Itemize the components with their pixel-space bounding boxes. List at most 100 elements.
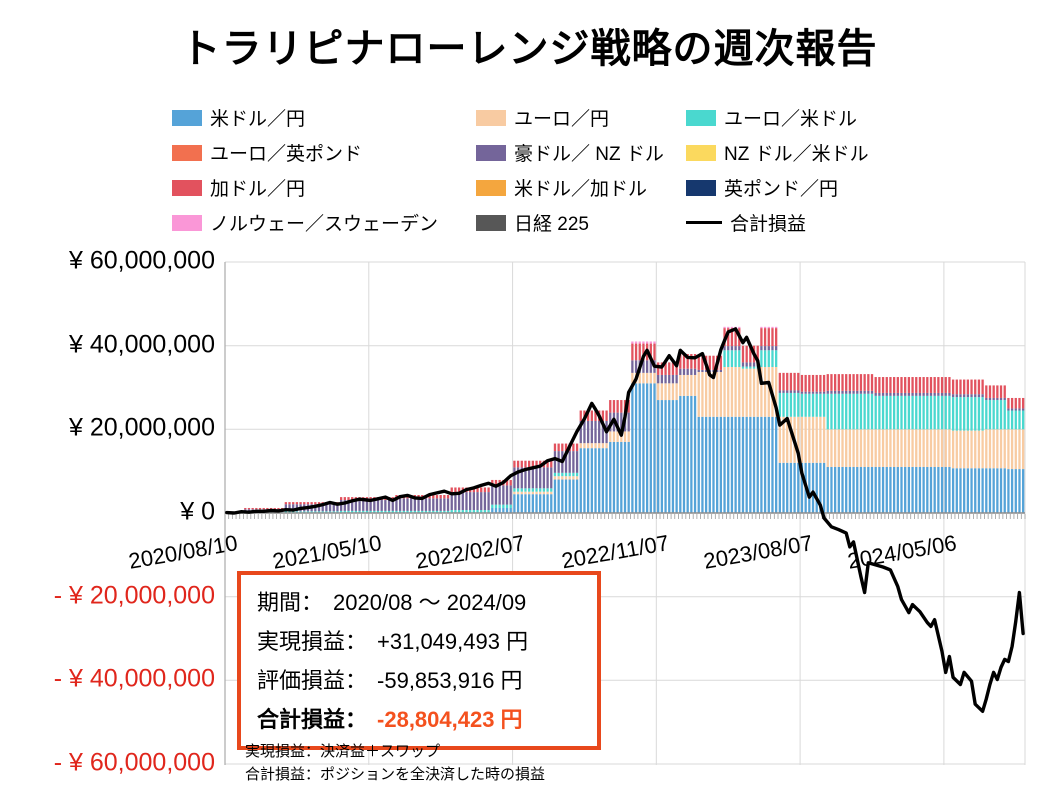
bar-segment-eur_jpy <box>730 367 734 417</box>
bar-segment-cad_jpy <box>675 362 678 375</box>
bar-segment-cad_jpy <box>756 345 759 363</box>
bar-segment-cad_jpy <box>778 372 781 391</box>
bar-segment-eur_jpy <box>579 443 582 449</box>
bar-segment-aud_nzd <box>918 392 922 396</box>
bar-segment-eur_usd <box>881 395 885 430</box>
bar-segment-usd_jpy <box>564 479 568 513</box>
bar-segment-cad_jpy <box>727 328 730 347</box>
bar-segment-usd_jpy <box>881 466 885 513</box>
bar-segment-eur_usd <box>546 488 549 492</box>
bar-segment-eur_jpy <box>881 429 885 467</box>
bar-segment-eur_usd <box>351 510 354 513</box>
bar-segment-eur_usd <box>760 350 763 367</box>
bar-segment-usd_jpy <box>815 462 818 513</box>
bar-segment-aud_nzd <box>859 390 863 394</box>
bar-segment-usd_jpy <box>513 494 516 514</box>
bar-segment-cad_jpy <box>627 400 630 413</box>
bar-segment-usd_jpy <box>716 416 719 513</box>
y-axis-tick-label: ¥ 20,000,000 <box>69 413 215 442</box>
bar-segment-cad_jpy <box>819 374 822 392</box>
bar-segment-usd_jpy <box>1007 469 1010 513</box>
bar-segment-aud_nzd <box>539 467 542 489</box>
bar-segment-cad_jpy <box>985 385 988 398</box>
bar-segment-aud_nzd <box>999 397 1003 401</box>
bar-segment-usd_jpy <box>502 507 505 513</box>
bar-segment-eur_jpy <box>863 429 866 467</box>
bar-segment-aud_nzd <box>826 390 829 394</box>
bar-segment-cad_jpy <box>837 374 840 391</box>
bar-segment-eur_usd <box>963 397 966 431</box>
bar-segment-cad_jpy <box>708 355 711 370</box>
bar-segment-eur_jpy <box>833 429 837 467</box>
bar-segment-aud_nzd <box>793 390 796 393</box>
bar-segment-eur_usd <box>752 366 756 369</box>
bar-segment-usd_jpy <box>999 468 1003 513</box>
bar-segment-cad_jpy <box>959 379 962 395</box>
legend-label: ユーロ／円 <box>514 109 610 130</box>
bar-segment-aud_nzd <box>915 392 918 396</box>
bar-segment-aud_nzd <box>988 397 992 401</box>
bar-segment-usd_jpy <box>583 448 586 513</box>
bar-segment-aud_nzd <box>292 504 295 512</box>
bar-segment-eur_jpy <box>601 443 605 449</box>
bar-segment-usd_jpy <box>896 466 899 513</box>
bar-segment-cad_jpy <box>446 495 450 499</box>
bar-segment-usd_jpy <box>586 448 590 513</box>
bar-segment-eur_usd <box>339 510 343 513</box>
bar-segment-eur_jpy <box>996 429 999 469</box>
bar-segment-aud_nzd <box>745 362 748 367</box>
bar-segment-eur_usd <box>553 472 557 477</box>
bar-segment-aud_nzd <box>354 500 358 511</box>
bar-segment-aud_nzd <box>428 498 431 511</box>
bar-segment-cad_jpy <box>966 379 970 395</box>
bar-segment-eur_usd <box>380 510 383 513</box>
bar-segment-usd_jpy <box>697 416 700 513</box>
legend-color-swatch <box>476 179 506 196</box>
bar-segment-cad_jpy <box>631 343 634 361</box>
bar-segment-eur_usd <box>981 397 984 431</box>
bar-segment-aud_nzd <box>763 346 767 351</box>
bar-segment-usd_jpy <box>645 383 649 513</box>
bar-segment-usd_jpy <box>819 462 822 513</box>
y-axis-tick-label: ¥ 40,000,000 <box>69 329 215 358</box>
bar-segment-cad_jpy <box>516 460 520 468</box>
bar-segment-eur_jpy <box>804 416 807 463</box>
bar-segment-eur_jpy <box>542 491 546 495</box>
bar-segment-aud_nzd <box>498 485 501 505</box>
bar-segment-eur_usd <box>841 393 844 430</box>
bar-segment-aud_nzd <box>465 492 468 511</box>
bar-segment-cad_jpy <box>531 460 534 468</box>
bar-segment-cad_jpy <box>789 372 793 391</box>
bar-segment-nok_sek <box>738 326 741 329</box>
bar-segment-eur_usd <box>505 504 509 508</box>
bar-segment-eur_jpy <box>852 429 855 467</box>
bar-segment-aud_nzd <box>974 394 977 398</box>
bar-segment-usd_jpy <box>491 507 494 513</box>
bar-segment-cad_jpy <box>863 374 866 391</box>
bar-segment-aud_nzd <box>553 451 557 473</box>
bar-segment-aud_nzd <box>461 492 464 511</box>
bar-segment-eur_usd <box>314 511 317 513</box>
bar-segment-aud_nzd <box>564 451 568 473</box>
bar-segment-cad_jpy <box>797 372 800 391</box>
legend-label: NZ ドル／米ドル <box>724 144 869 165</box>
bar-segment-cad_jpy <box>277 507 280 510</box>
bar-segment-usd_jpy <box>686 395 689 513</box>
bar-segment-aud_nzd <box>782 390 785 393</box>
y-axis-tick-label: - ¥ 40,000,000 <box>53 664 215 693</box>
bar-segment-nok_sek <box>767 326 770 329</box>
bar-segment-cad_jpy <box>339 497 343 501</box>
total-profit-line <box>225 327 1025 713</box>
bar-segment-eur_usd <box>797 392 800 417</box>
bar-segment-aud_nzd <box>317 504 321 512</box>
bar-segment-usd_jpy <box>664 400 667 513</box>
bar-segment-aud_nzd <box>830 390 833 394</box>
bar-segment-aud_nzd <box>505 485 509 505</box>
bar-segment-eur_usd <box>749 366 752 369</box>
bar-segment-usd_jpy <box>966 468 970 513</box>
bar-segment-eur_usd <box>763 350 767 367</box>
bar-segment-cad_jpy <box>682 354 686 369</box>
bar-segment-eur_usd <box>325 511 328 513</box>
bar-segment-eur_usd <box>859 393 863 430</box>
bar-segment-cad_jpy <box>830 374 833 391</box>
